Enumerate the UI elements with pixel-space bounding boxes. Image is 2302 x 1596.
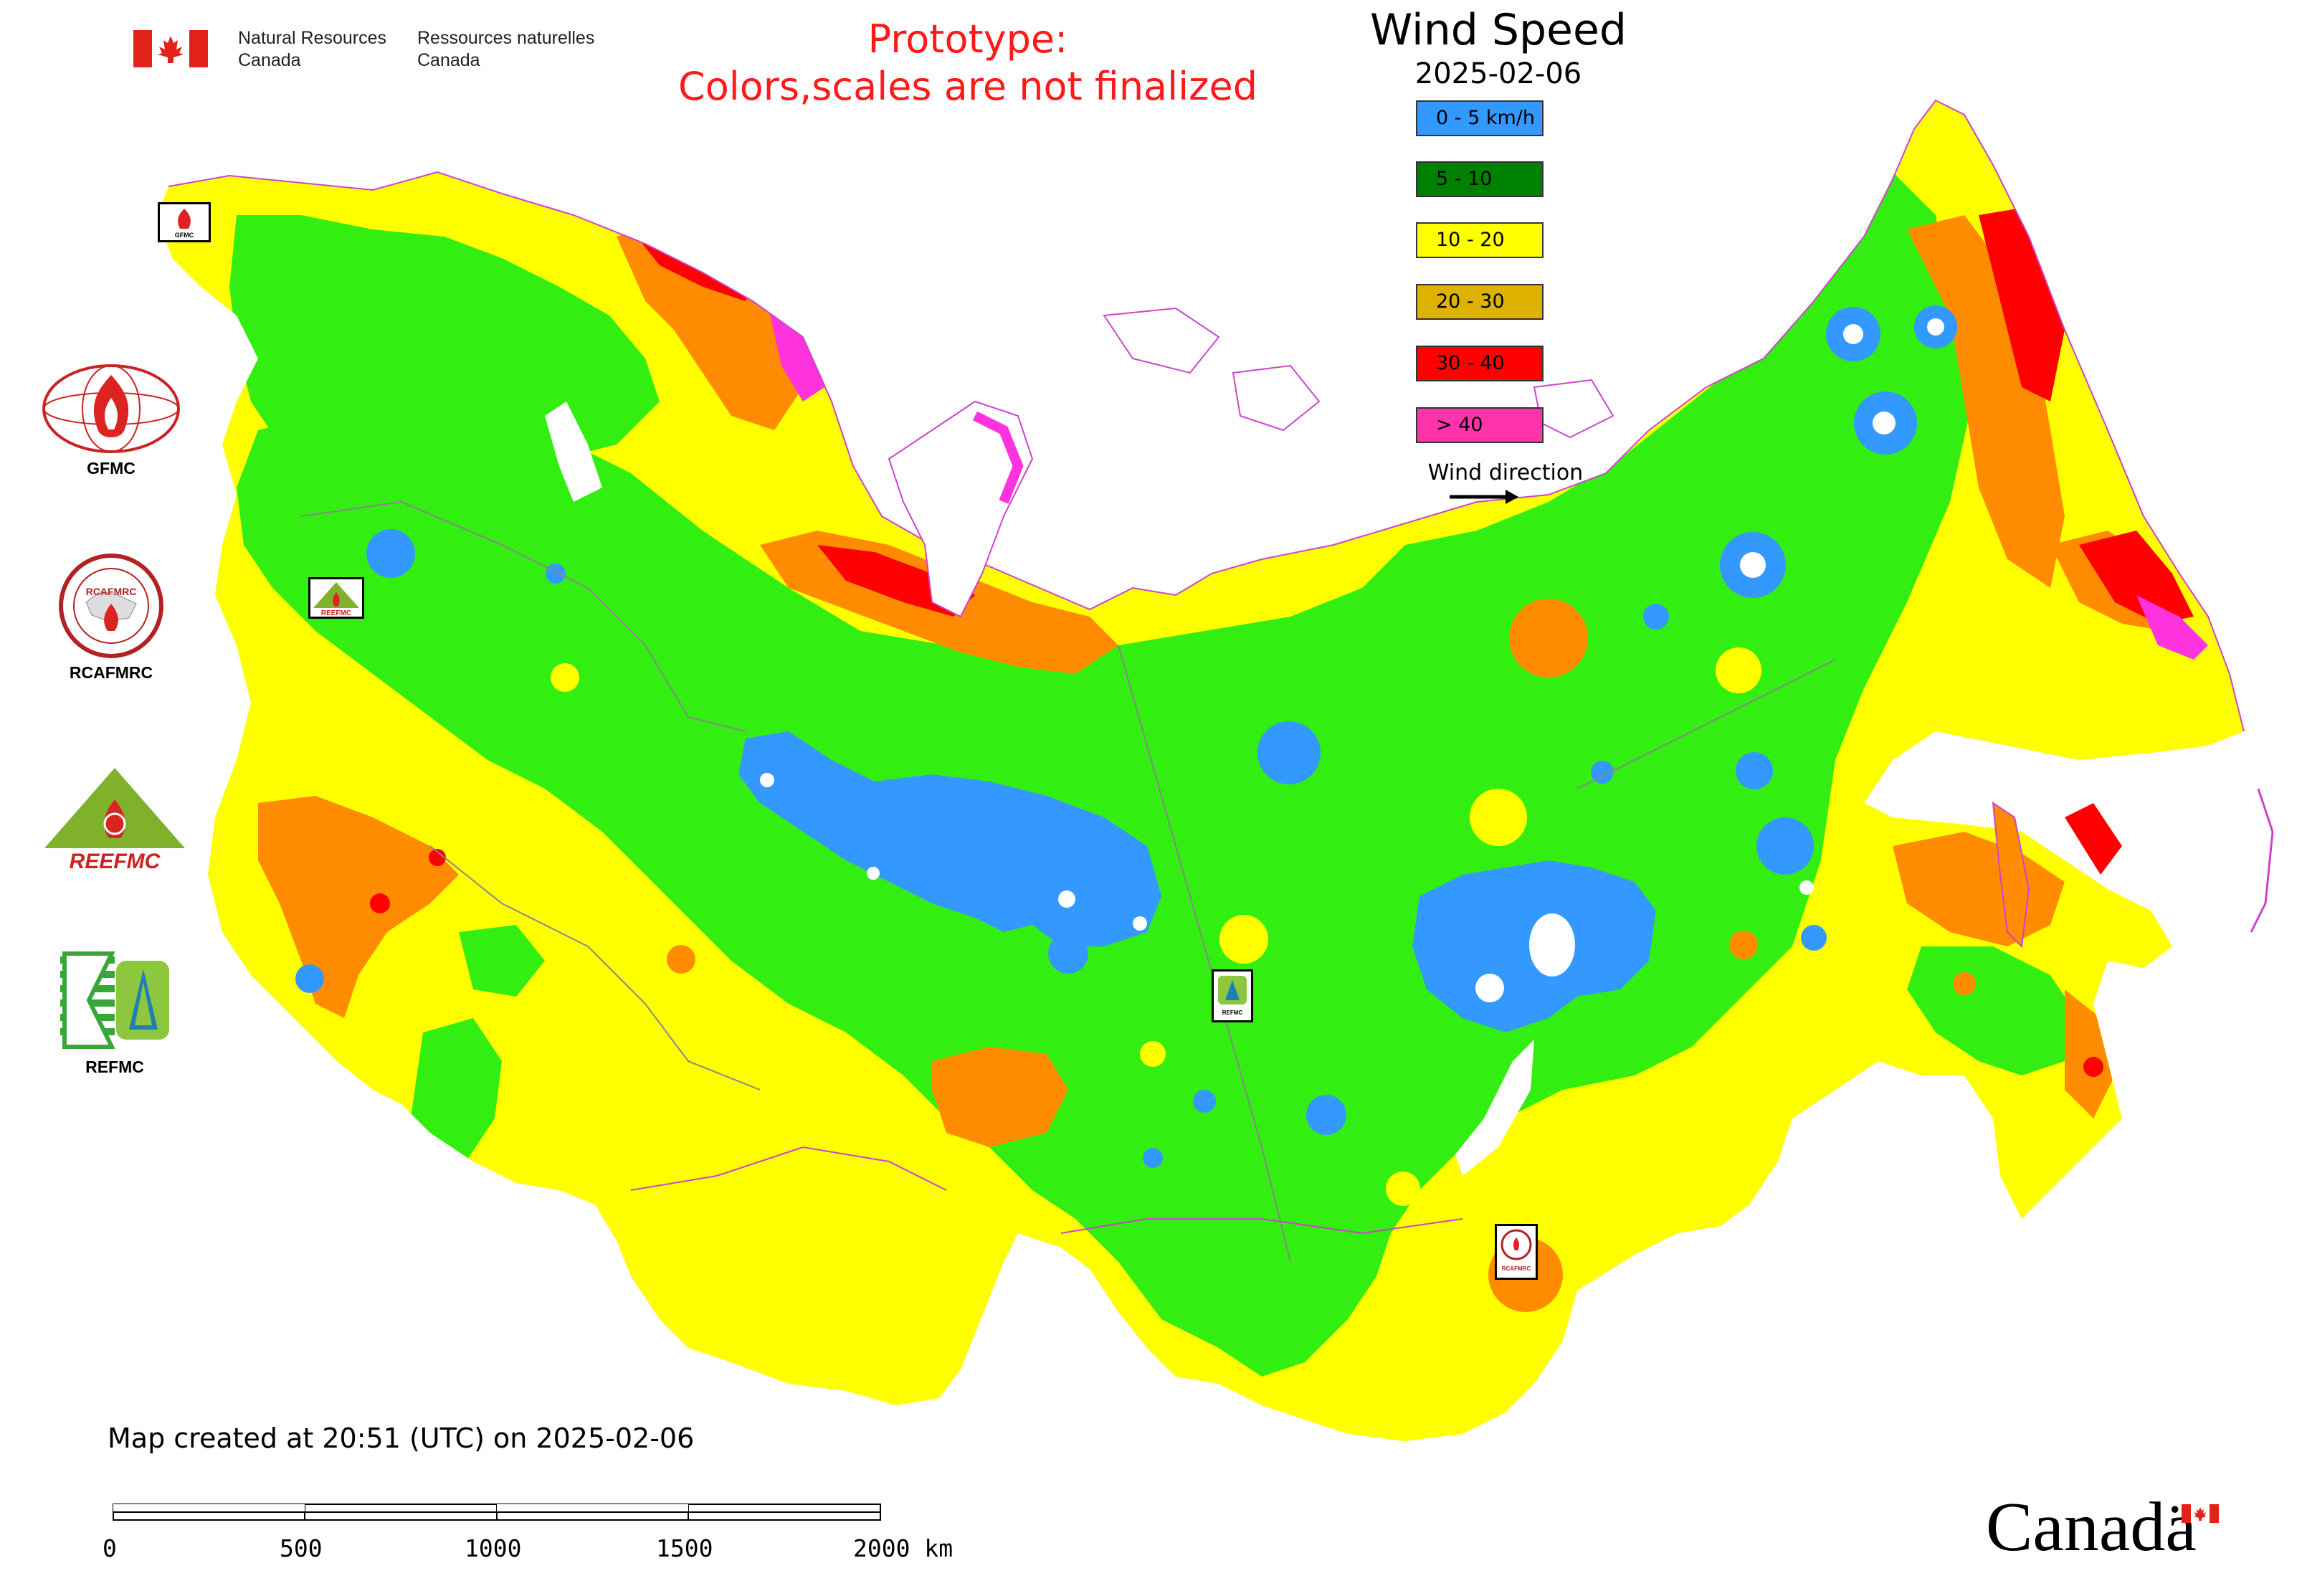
scale-tick-1500: 1500 (656, 1534, 713, 1562)
map-title: Wind Speed (1370, 5, 1627, 55)
legend-item-20-30: 20 - 30 (1416, 284, 1544, 320)
refmc-label: REFMC (85, 1058, 144, 1076)
department-name-en-line2: Canada (238, 50, 301, 70)
refmc-sigma-icon (59, 948, 171, 1053)
refmc-marker-caption: REFMC (1222, 1010, 1243, 1016)
reefmc-wordmark: REEFMC (70, 850, 161, 871)
reefmc-map-marker[interactable]: REEFMC (308, 577, 364, 619)
gfmc-marker-icon: GFMC (175, 209, 194, 239)
refmc-map-marker[interactable]: REFMC (1212, 969, 1253, 1022)
reefmc-triangle-icon: REEFMC (44, 768, 185, 873)
department-name-fr: Ressources naturelles Canada (417, 27, 594, 72)
scale-tick-2000-km: 2000 km (853, 1534, 953, 1562)
refmc-logo: REFMC (57, 946, 172, 1077)
legend-item-10-20: 10 - 20 (1416, 222, 1544, 258)
legend-item-30-40: 30 - 40 (1416, 346, 1544, 381)
rcafmrc-logo: RCAFMRC RCAFMRC (57, 552, 165, 683)
gfmc-marker-caption: GFMC (175, 232, 194, 239)
reefmc-marker-caption: REEFMC (321, 609, 351, 617)
department-name-fr-line2: Canada (417, 50, 480, 70)
gfmc-fire-globe-icon (42, 364, 180, 453)
scale-bar (113, 1504, 881, 1521)
map-created-timestamp: Map created at 20:51 (UTC) on 2025-02-06 (108, 1422, 695, 1454)
scale-tick-500: 500 (280, 1534, 323, 1562)
map-date: 2025-02-06 (1414, 57, 1582, 90)
wind-direction-label: Wind direction (1427, 460, 1584, 485)
rcafmrc-marker-caption: RCAFMRC (1502, 1265, 1531, 1272)
canada-flag-icon (133, 30, 208, 67)
scale-tick-0: 0 (103, 1534, 117, 1562)
legend-item-5-10: 5 - 10 (1416, 161, 1544, 197)
wind-direction-arrow-icon (1450, 490, 1518, 504)
rcafmrc-seal-icon: RCAFMRC (59, 554, 163, 658)
rcafmrc-marker-icon: RCAFMRC (1500, 1229, 1532, 1272)
rcafmrc-label: RCAFMRC (69, 663, 153, 682)
prototype-notice-line2: Colors,scales are not finalized (678, 64, 1257, 109)
gfmc-label: GFMC (87, 459, 135, 478)
scale-tick-1000: 1000 (465, 1534, 522, 1562)
legend-item-0-5: 0 - 5 km/h (1416, 100, 1544, 136)
refmc-marker-icon: REFMC (1218, 976, 1247, 1016)
svg-text:RCAFMRC: RCAFMRC (86, 586, 137, 597)
department-name-fr-line1: Ressources naturelles (417, 28, 595, 48)
department-name-en: Natural Resources Canada (238, 27, 386, 72)
rcafmrc-map-marker[interactable]: RCAFMRC (1495, 1224, 1538, 1280)
gfmc-logo: GFMC (39, 362, 183, 478)
department-name-en-line1: Natural Resources (238, 28, 387, 48)
legend-item-over-40: > 40 (1416, 407, 1544, 443)
reefmc-logo: REEFMC (37, 764, 192, 874)
gfmc-map-marker[interactable]: GFMC (158, 202, 211, 242)
reefmc-marker-icon: REEFMC (313, 582, 359, 617)
canada-wordmark: Canadä (1986, 1488, 2197, 1566)
prototype-notice-line1: Prototype: (867, 16, 1068, 62)
prototype-notice: Prototype: Colors,scales are not finaliz… (609, 16, 1326, 110)
canada-wordmark-flag-icon (2182, 1504, 2219, 1523)
